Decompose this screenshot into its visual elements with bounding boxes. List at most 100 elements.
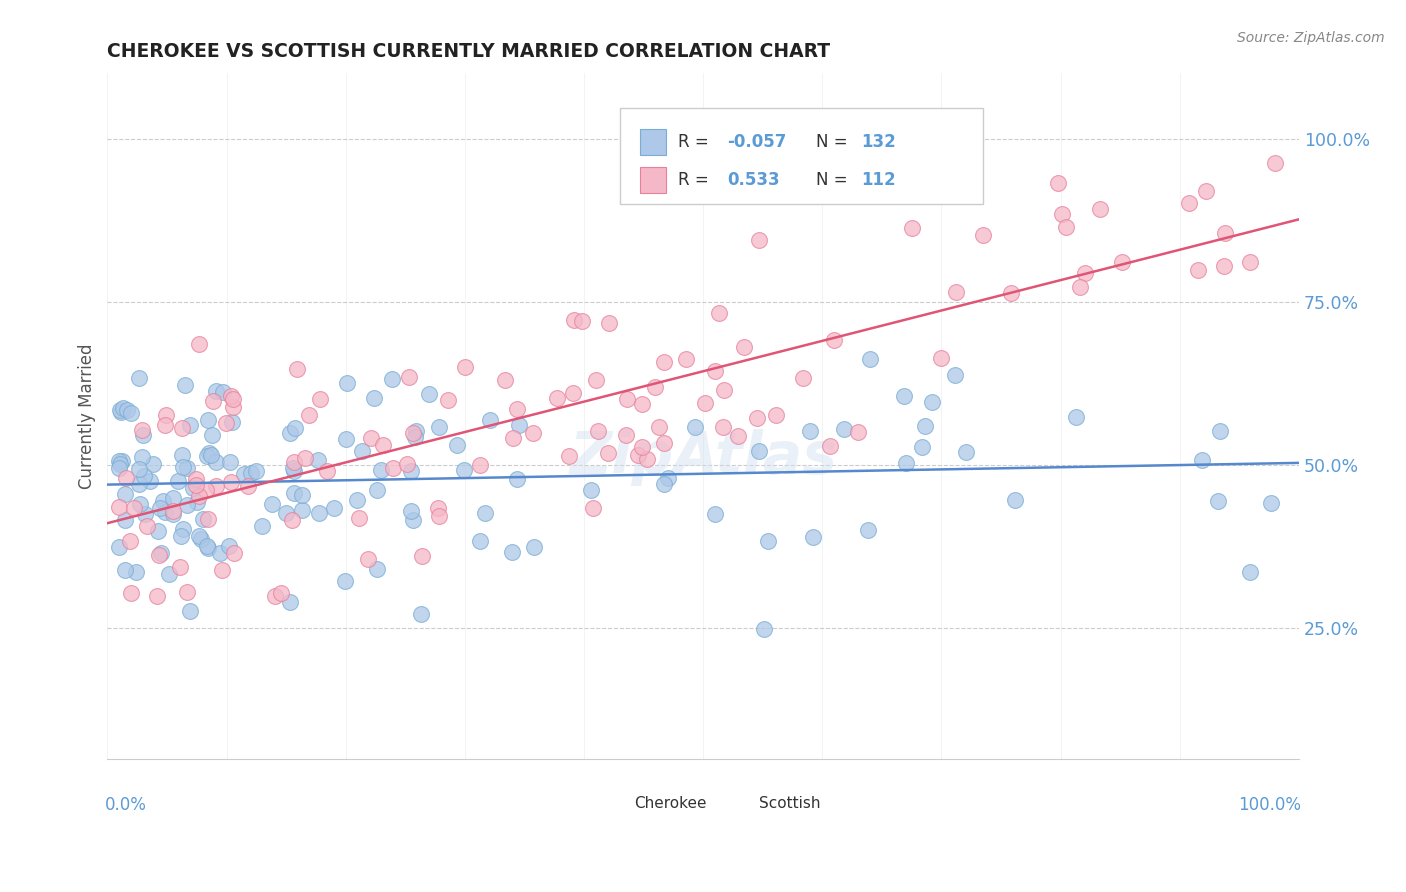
Point — [733, 340, 755, 354]
Point — [221, 415, 243, 429]
Point — [149, 546, 172, 560]
Point — [281, 461, 304, 475]
Y-axis label: Currently Married: Currently Married — [79, 343, 96, 489]
Point — [110, 403, 132, 417]
Point — [586, 425, 609, 439]
Point — [727, 429, 749, 443]
Point — [131, 450, 153, 464]
Text: ZipAtlas: ZipAtlas — [569, 429, 837, 486]
Point — [955, 445, 977, 459]
Point — [128, 462, 150, 476]
Point — [704, 507, 727, 521]
Point — [108, 541, 131, 555]
FancyBboxPatch shape — [727, 797, 754, 824]
Point — [111, 454, 134, 468]
Point — [176, 498, 198, 512]
Point — [748, 444, 770, 458]
Point — [713, 383, 735, 397]
FancyBboxPatch shape — [640, 129, 666, 155]
Point — [336, 376, 359, 391]
Text: -0.057: -0.057 — [727, 133, 786, 151]
Point — [240, 466, 263, 480]
Text: Scottish: Scottish — [759, 796, 821, 811]
Point — [205, 479, 228, 493]
Point — [174, 378, 197, 392]
Point — [114, 487, 136, 501]
Point — [188, 529, 211, 543]
Point — [571, 314, 593, 328]
Point — [1260, 496, 1282, 510]
Point — [627, 448, 650, 462]
Point — [198, 445, 221, 459]
Point — [285, 361, 308, 376]
Point — [616, 428, 638, 442]
Point — [856, 523, 879, 537]
Point — [581, 501, 603, 516]
Point — [657, 471, 679, 485]
Point — [270, 586, 292, 600]
Point — [644, 379, 666, 393]
Point — [522, 425, 544, 440]
Point — [172, 460, 194, 475]
Point — [1239, 566, 1261, 580]
Point — [186, 472, 208, 486]
Point — [110, 405, 132, 419]
Point — [335, 432, 357, 446]
Point — [263, 589, 285, 603]
Point — [152, 493, 174, 508]
Point — [128, 371, 150, 385]
Point — [114, 471, 136, 485]
Point — [371, 438, 394, 452]
Point — [945, 368, 967, 383]
Point — [108, 500, 131, 515]
Point — [598, 316, 620, 330]
Point — [238, 479, 260, 493]
Point — [142, 457, 165, 471]
Point — [108, 454, 131, 468]
Point — [232, 467, 254, 482]
Point — [366, 562, 388, 576]
Point — [291, 488, 314, 502]
Point — [494, 373, 516, 387]
Point — [176, 585, 198, 599]
Point — [195, 449, 218, 463]
Point — [132, 427, 155, 442]
Point — [280, 595, 302, 609]
Point — [505, 472, 527, 486]
Point — [1177, 196, 1199, 211]
Point — [200, 448, 222, 462]
Point — [308, 392, 330, 407]
Point — [108, 457, 131, 471]
Point — [346, 493, 368, 508]
Point — [179, 604, 201, 618]
Point — [114, 563, 136, 577]
Point — [146, 524, 169, 538]
Point — [157, 566, 180, 581]
Text: 0.533: 0.533 — [727, 170, 779, 188]
Point — [799, 424, 821, 438]
Point — [283, 486, 305, 500]
Point — [418, 387, 440, 401]
Point — [1239, 254, 1261, 268]
Point — [115, 403, 138, 417]
Point — [453, 359, 475, 374]
Point — [366, 483, 388, 498]
Point — [523, 540, 546, 554]
Point — [218, 539, 240, 553]
Point — [1064, 409, 1087, 424]
Point — [205, 455, 228, 469]
Point — [347, 510, 370, 524]
Point — [284, 420, 307, 434]
Text: N =: N = — [817, 133, 853, 151]
Point — [401, 465, 423, 479]
Point — [155, 409, 177, 423]
Point — [145, 589, 167, 603]
Point — [711, 420, 734, 434]
Point — [894, 456, 917, 470]
Text: 100.0%: 100.0% — [1239, 797, 1302, 814]
Text: 132: 132 — [862, 133, 897, 151]
Point — [585, 373, 607, 387]
Point — [404, 430, 426, 444]
Point — [695, 395, 717, 409]
Point — [427, 500, 450, 515]
